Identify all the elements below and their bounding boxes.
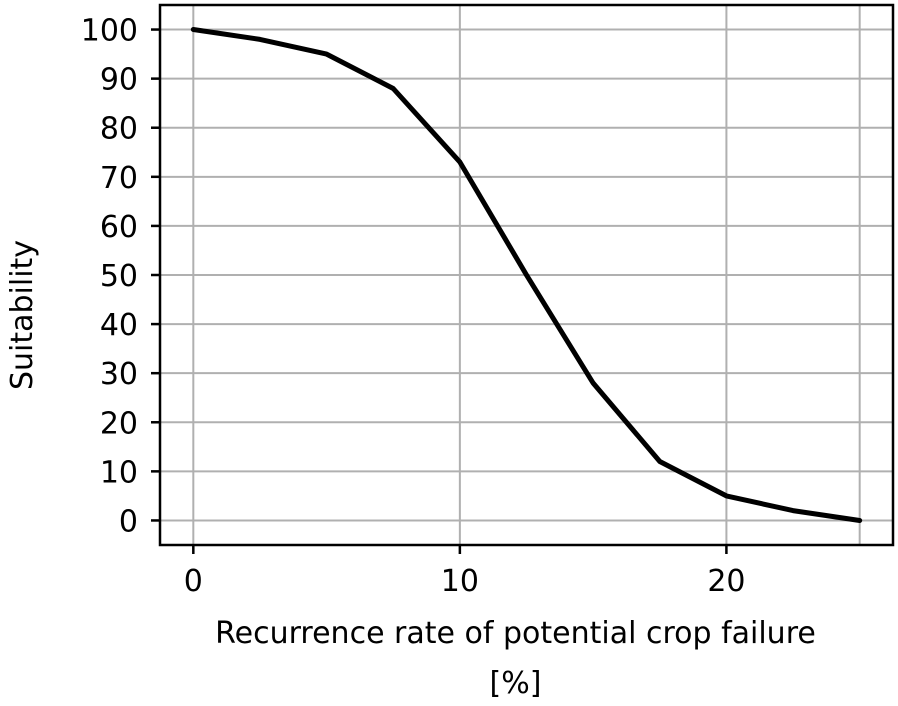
y-tick-label: 50 xyxy=(100,259,138,294)
x-axis-unit-label: [%] xyxy=(490,666,542,701)
y-tick-label: 40 xyxy=(100,308,138,343)
y-tick-label: 70 xyxy=(100,161,138,196)
x-tick-label: 20 xyxy=(707,564,745,599)
y-tick-label: 100 xyxy=(81,14,138,49)
y-tick-label: 20 xyxy=(100,406,138,441)
y-tick-label: 90 xyxy=(100,63,138,98)
y-tick-label: 80 xyxy=(100,112,138,147)
y-tick-label: 10 xyxy=(100,455,138,490)
axis-ticks: 0 10 20 0 10 20 30 40 50 60 70 80 90 100 xyxy=(81,14,746,599)
y-tick-label: 0 xyxy=(119,504,138,539)
x-tick-label: 10 xyxy=(441,564,479,599)
x-axis-label: Recurrence rate of potential crop failur… xyxy=(215,616,816,651)
y-tick-label: 30 xyxy=(100,357,138,392)
y-tick-label: 60 xyxy=(100,210,138,245)
y-axis-label: Suitability xyxy=(5,240,40,390)
x-tick-label: 0 xyxy=(184,564,203,599)
